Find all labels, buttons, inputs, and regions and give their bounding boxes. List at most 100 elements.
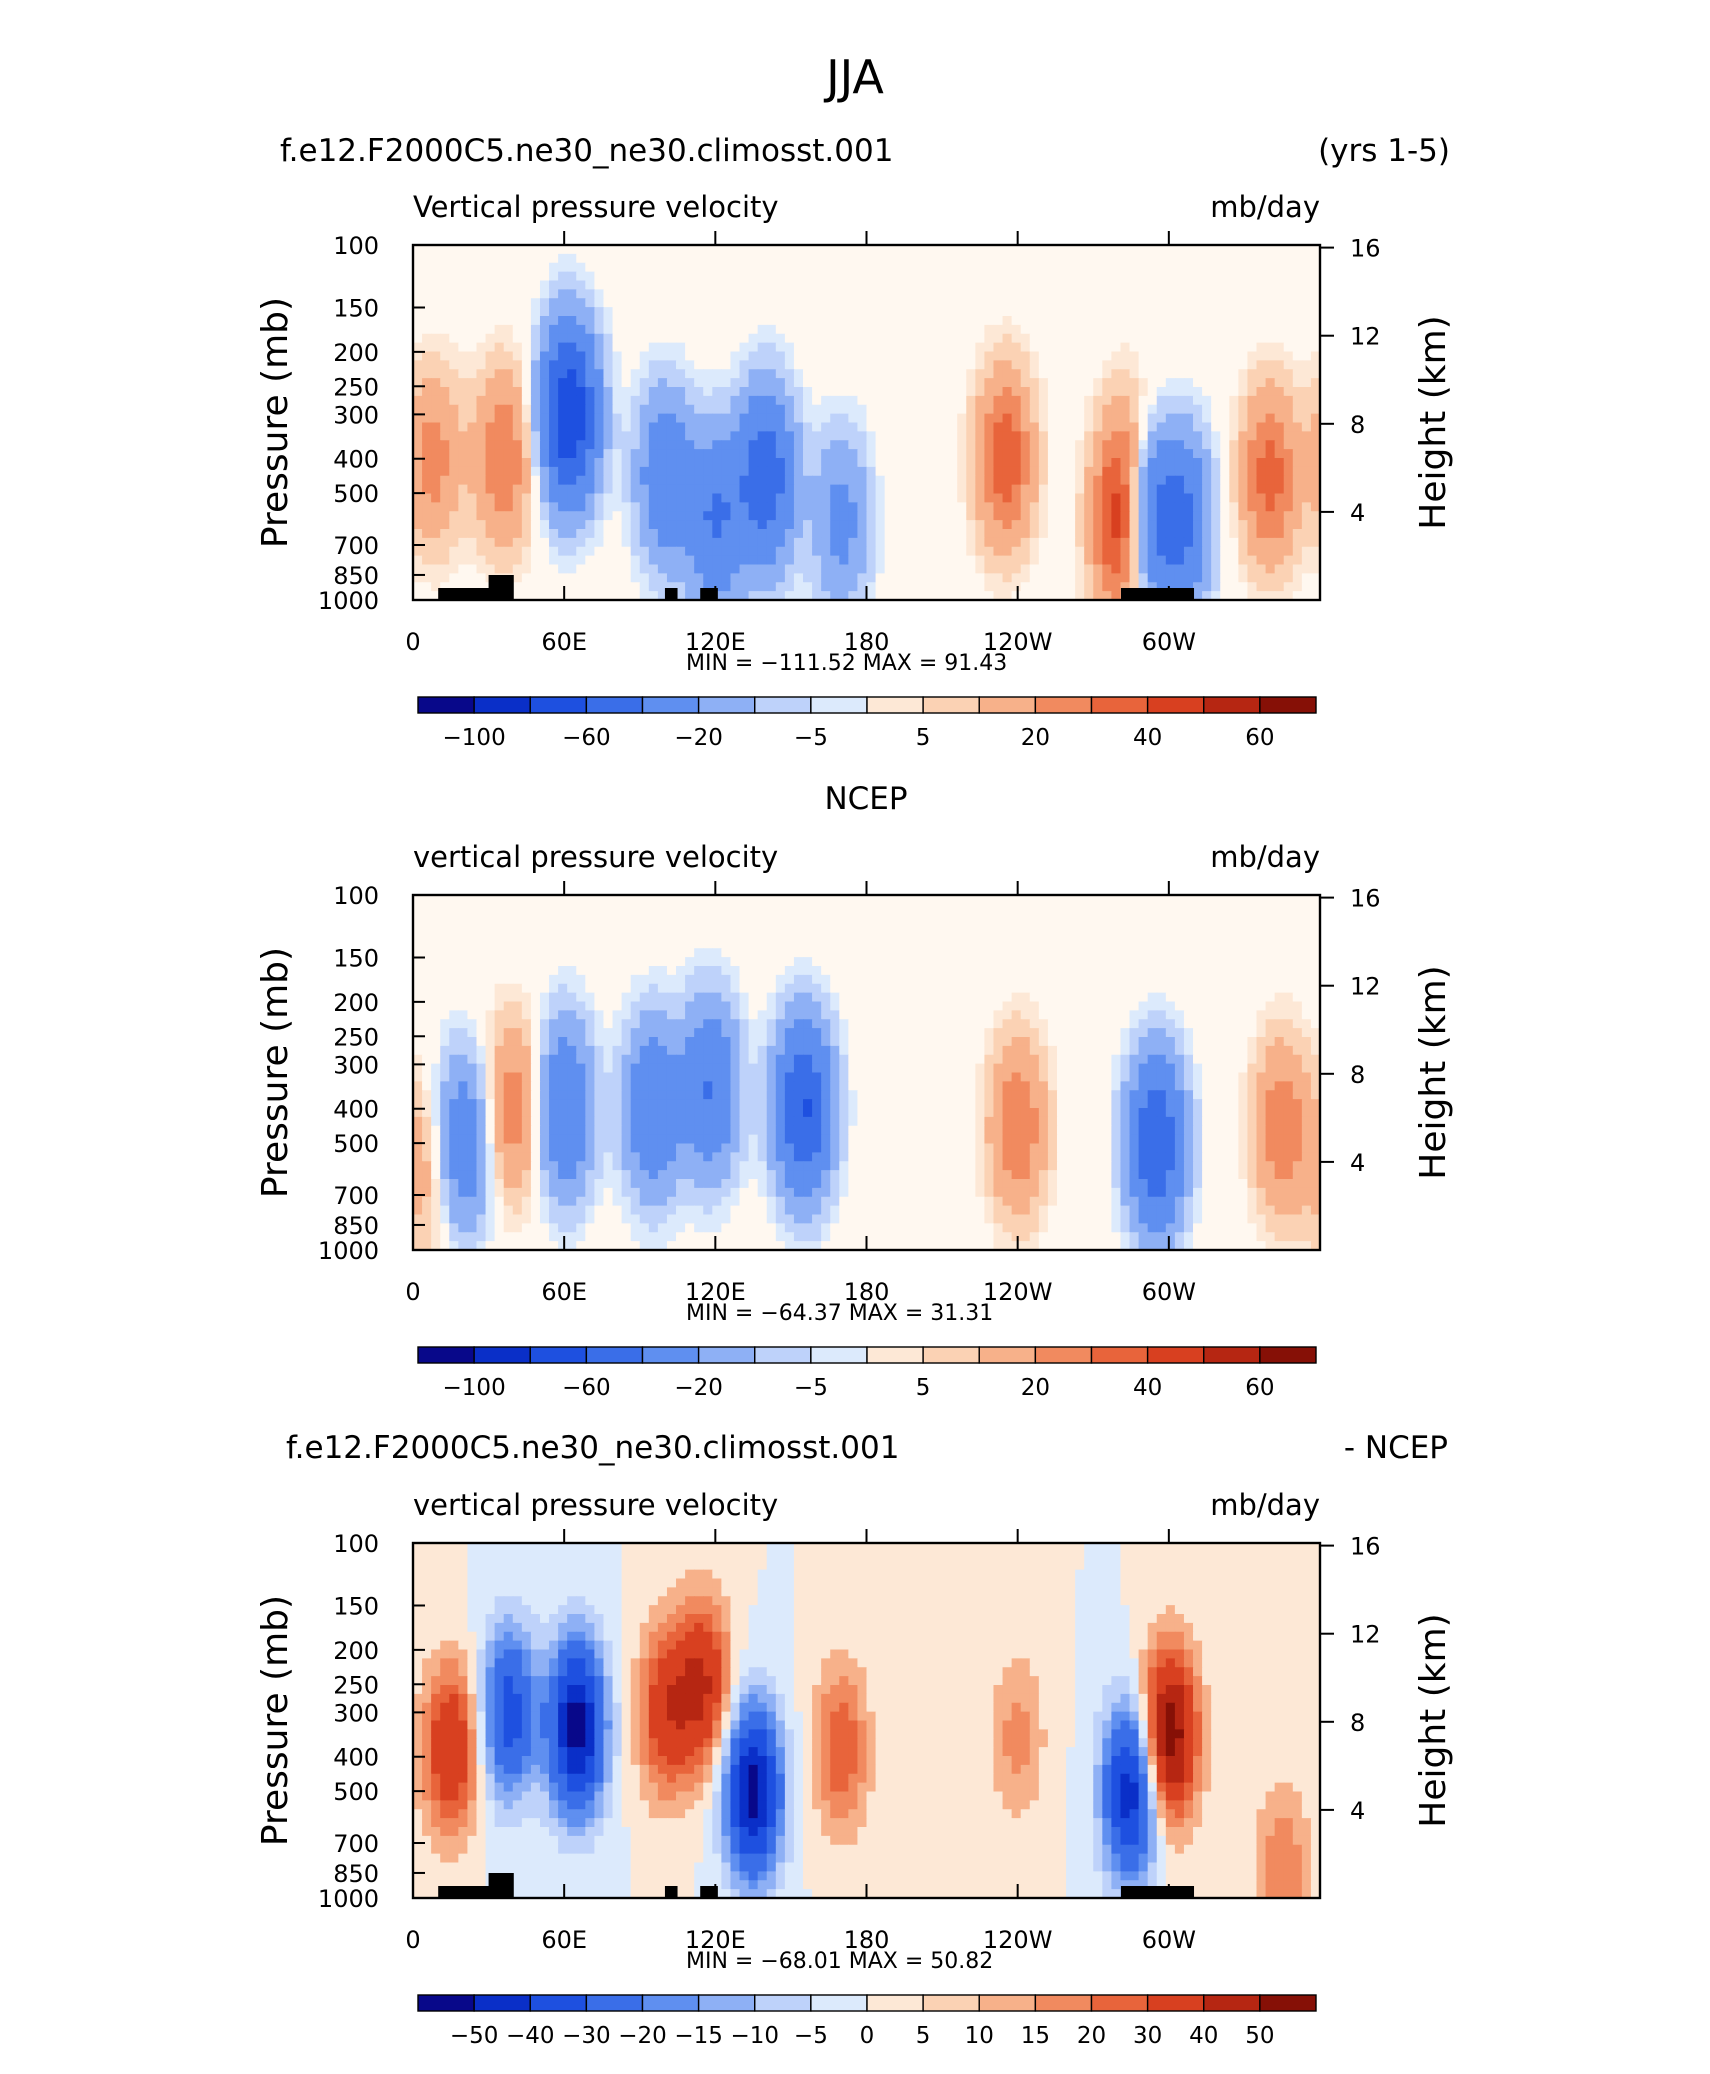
contour-cell	[1301, 369, 1312, 379]
contour-cell	[476, 324, 487, 335]
contour-cell	[1229, 484, 1239, 495]
colorbar: −100 −60 −20 −5 5 20 40 60	[417, 696, 1317, 751]
contour-cell	[721, 502, 732, 512]
contour-cell	[857, 289, 868, 299]
contour-cell	[666, 413, 677, 424]
contour-cell	[948, 502, 958, 512]
contour-cell	[694, 289, 704, 299]
contour-cell	[467, 502, 478, 512]
contour-cell	[1301, 582, 1312, 592]
contour-cell	[422, 966, 432, 976]
contour-cell	[775, 316, 786, 326]
contour-cell	[467, 555, 478, 566]
contour-cell	[1084, 298, 1094, 308]
contour-cell	[657, 555, 668, 566]
contour-cell	[467, 333, 478, 344]
contour-cell	[494, 895, 505, 905]
contour-cell	[440, 546, 450, 557]
contour-cell	[766, 387, 777, 397]
contour-cell	[1056, 262, 1067, 273]
contour-cell	[1147, 369, 1158, 379]
contour-cell	[739, 591, 750, 601]
contour-cell	[1247, 591, 1258, 601]
contour-cell	[603, 360, 614, 370]
contour-cell	[530, 948, 541, 958]
contour-cell	[1075, 948, 1085, 958]
contour-cell	[1310, 912, 1321, 923]
contour-cell	[1274, 351, 1285, 361]
contour-cell	[1211, 360, 1221, 370]
contour-cell	[1102, 307, 1112, 317]
contour-cell	[1193, 413, 1203, 424]
contour-cell	[585, 333, 595, 344]
contour-cell	[866, 378, 877, 388]
contour-cell	[449, 555, 459, 566]
contour-cell	[449, 475, 459, 486]
contour-cell	[458, 529, 469, 539]
contour-cell	[1047, 360, 1058, 370]
contour-cell	[1256, 440, 1267, 450]
contour-cell	[1193, 262, 1203, 273]
contour-cell	[1174, 895, 1185, 905]
contour-cell	[893, 280, 904, 290]
contour-cell	[512, 582, 523, 592]
contour-cell	[848, 582, 859, 592]
contour-cell	[1274, 511, 1285, 521]
contour-cell	[1075, 387, 1085, 397]
contour-cell	[431, 475, 441, 486]
contour-cell	[630, 360, 641, 370]
contour-cell	[748, 930, 759, 940]
contour-cell	[1211, 546, 1221, 557]
contour-cell	[594, 253, 605, 264]
contour-cell	[676, 912, 686, 923]
contour-cell	[929, 440, 940, 450]
contour-cell	[848, 948, 859, 958]
contour-cell	[911, 298, 922, 308]
contour-cell	[413, 324, 423, 335]
contour-cell	[431, 948, 441, 958]
contour-cell	[929, 493, 940, 503]
contour-cell	[1047, 529, 1058, 539]
contour-cell	[857, 404, 868, 415]
contour-cell	[712, 520, 722, 530]
contour-cell	[929, 903, 940, 914]
contour-cell	[1274, 280, 1285, 290]
contour-cell	[1129, 582, 1140, 592]
contour-cell	[948, 948, 958, 958]
contour-cell	[1111, 316, 1122, 326]
contour-cell	[1310, 930, 1321, 940]
contour-cell	[431, 360, 441, 370]
contour-cell	[1310, 564, 1321, 574]
contour-cell	[1193, 422, 1203, 432]
contour-cell	[966, 369, 976, 379]
contour-cell	[1193, 289, 1203, 299]
contour-cell	[630, 245, 641, 255]
contour-cell	[1047, 333, 1058, 344]
contour-cell	[585, 253, 595, 264]
contour-cell	[812, 520, 822, 530]
contour-cell	[975, 466, 986, 477]
contour-cell	[1066, 948, 1076, 958]
contour-cell	[567, 395, 577, 406]
contour-cell	[1075, 957, 1085, 967]
contour-cell	[630, 475, 641, 486]
contour-cell	[920, 466, 931, 477]
contour-cell	[431, 271, 441, 282]
contour-cell	[467, 903, 478, 914]
contour-cell	[576, 351, 586, 361]
contour-cell	[757, 966, 768, 976]
contour-cell	[748, 520, 759, 530]
contour-cell	[467, 564, 478, 574]
contour-cell	[539, 440, 550, 450]
contour-cell	[966, 555, 976, 566]
contour-cell	[612, 502, 623, 512]
contour-cell	[567, 546, 577, 557]
contour-cell	[739, 245, 750, 255]
contour-cell	[739, 431, 750, 441]
contour-cell	[1120, 573, 1131, 583]
contour-cell	[939, 511, 949, 521]
contour-cell	[957, 895, 967, 905]
contour-cell	[1220, 387, 1230, 397]
contour-cell	[866, 387, 877, 397]
contour-cell	[1038, 912, 1049, 923]
